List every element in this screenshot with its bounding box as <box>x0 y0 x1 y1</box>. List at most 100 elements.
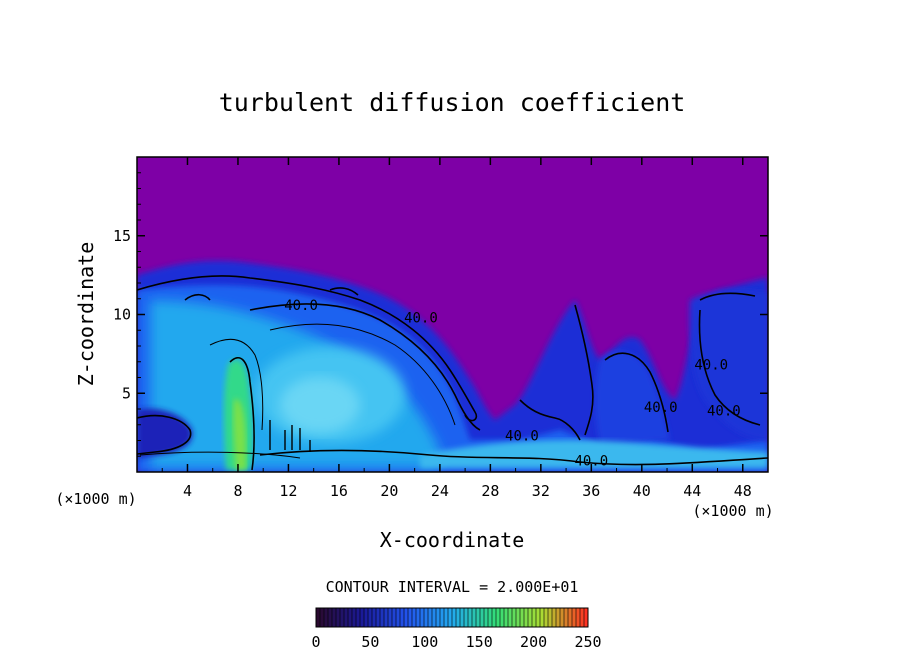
colorbar-cell <box>544 608 549 627</box>
colorbar-cell <box>540 608 545 627</box>
colorbar-cell <box>460 608 465 627</box>
colorbar-cell <box>584 608 589 627</box>
colorbar-tick-label: 100 <box>411 633 438 651</box>
colorbar-ticks: 0 50 100 150 200 250 <box>311 633 601 651</box>
contour-bumps <box>269 420 311 452</box>
x-tick-label: 32 <box>532 482 550 500</box>
y-tick-label: 10 <box>113 306 131 324</box>
x-tick-label: 8 <box>233 482 242 500</box>
contour-label: 40.0 <box>404 310 438 326</box>
colorbar-cell <box>464 608 469 627</box>
colorbar-cell <box>436 608 441 627</box>
colorbar-cell <box>364 608 369 627</box>
colorbar-cell <box>484 608 489 627</box>
colorbar-cell <box>380 608 385 627</box>
y-axis-label: Z-coordinate <box>74 242 98 387</box>
colorbar-cell <box>508 608 513 627</box>
contour-label: 40.0 <box>505 429 539 445</box>
colorbar-cell <box>352 608 357 627</box>
colorbar-cell <box>400 608 405 627</box>
colorbar-cell <box>472 608 477 627</box>
colorbar-cell <box>536 608 541 627</box>
colorbar-cell <box>388 608 393 627</box>
colorbar-cell <box>520 608 525 627</box>
colorbar-tick-label: 0 <box>311 633 320 651</box>
colorbar-cell <box>368 608 373 627</box>
colorbar-cell <box>324 608 329 627</box>
contour-plume-1 <box>574 304 594 436</box>
contour-column-2 <box>209 338 264 431</box>
contour-label: 40.0 <box>707 403 741 419</box>
colorbar-cell <box>392 608 397 627</box>
contour-plume-2 <box>519 399 581 441</box>
chart-title: turbulent diffusion coefficient <box>219 88 686 117</box>
colorbar-cell <box>548 608 553 627</box>
colorbar-tick-label: 250 <box>574 633 601 651</box>
colorbar-cell <box>560 608 565 627</box>
mid-cells <box>595 351 670 445</box>
contour-column <box>229 357 255 471</box>
colorbar-cell <box>384 608 389 627</box>
contour-label: 40.0 <box>644 400 678 416</box>
colorbar <box>315 607 589 628</box>
plot-area <box>136 156 769 473</box>
x-tick-label: 4 <box>183 482 192 500</box>
colorbar-cell <box>416 608 421 627</box>
colorbar-tick-label: 200 <box>520 633 547 651</box>
colorbar-cell <box>468 608 473 627</box>
colorbar-cell <box>496 608 501 627</box>
colorbar-tick-label: 50 <box>361 633 379 651</box>
y-axis: 5 10 15 <box>113 172 768 457</box>
contour-arc <box>249 303 481 431</box>
colorbar-cell <box>444 608 449 627</box>
contour-label: 40.0 <box>284 298 318 314</box>
contour-arc-2 <box>269 323 456 426</box>
x-tick-label: 24 <box>431 482 449 500</box>
contour-labels: 40.0 40.0 40.0 40.0 40.0 40.0 40.0 <box>284 298 740 470</box>
y-tick-label: 15 <box>113 227 131 245</box>
colorbar-cell <box>528 608 533 627</box>
colorbar-cell <box>572 608 577 627</box>
field-shading <box>137 260 768 472</box>
colorbar-cell <box>576 608 581 627</box>
contour-label: 40.0 <box>694 358 728 374</box>
z-unit-label: (×1000 m) <box>55 490 136 508</box>
colorbar-cell <box>488 608 493 627</box>
x-tick-label: 40 <box>633 482 651 500</box>
colorbar-cell <box>512 608 517 627</box>
colorbar-frame <box>315 607 589 628</box>
colorbar-cell <box>420 608 425 627</box>
colorbar-cell <box>424 608 429 627</box>
contour-label: 40.0 <box>574 454 608 470</box>
colorbar-cell <box>580 608 585 627</box>
contour-mid <box>604 352 669 433</box>
colorbar-cell <box>552 608 557 627</box>
colorbar-cell <box>476 608 481 627</box>
colorbar-cell <box>356 608 361 627</box>
colorbar-cell <box>524 608 529 627</box>
colorbar-cell <box>348 608 353 627</box>
colorbar-tick-label: 150 <box>466 633 493 651</box>
colorbar-cell <box>316 608 321 627</box>
colorbar-cell <box>564 608 569 627</box>
colorbar-cell <box>396 608 401 627</box>
x-unit-label: (×1000 m) <box>692 502 773 520</box>
contour-interval-text: CONTOUR INTERVAL = 2.000E+01 <box>326 578 579 596</box>
x-tick-label: 16 <box>330 482 348 500</box>
contour-left-pocket <box>137 414 192 455</box>
x-tick-label: 44 <box>683 482 701 500</box>
contour-top <box>184 287 359 301</box>
colorbar-cell <box>432 608 437 627</box>
colorbar-cell <box>532 608 537 627</box>
contour-right <box>698 292 761 426</box>
colorbar-cell <box>504 608 509 627</box>
x-tick-label: 48 <box>734 482 752 500</box>
colorbar-cell <box>492 608 497 627</box>
colorbar-cell <box>516 608 521 627</box>
colorbar-cell <box>372 608 377 627</box>
light-core <box>280 377 360 433</box>
colorbar-cell <box>404 608 409 627</box>
colorbar-cell <box>336 608 341 627</box>
y-tick-label: 5 <box>122 384 131 402</box>
